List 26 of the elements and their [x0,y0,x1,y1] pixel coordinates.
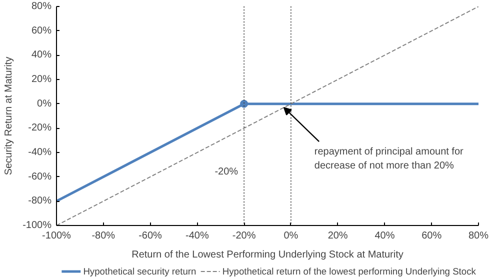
x-tick-label: -80% [92,230,116,242]
x-tick-label: 20% [328,230,348,242]
y-tick-label: 20% [31,74,52,85]
x-tick-label: -60% [138,230,162,242]
y-tick-label: -40% [28,147,52,158]
y-tick-label: -80% [28,196,52,207]
x-tick-label: 0% [284,230,298,242]
x-tick-label: 60% [422,230,442,242]
x-tick-label: -40% [185,230,209,242]
legend-label: Hypothetical security return [83,266,196,276]
legend-label: Hypothetical return of the lowest performing Underlying Stock [222,266,476,276]
x-tick-label: -20% [232,230,256,242]
annotation: repayment of principal amount for decrease of not more than 20% [314,146,464,172]
y-axis-title: Security Return at Maturity [4,56,15,176]
x-tick-label: 80% [468,230,489,242]
y-tick-label: 40% [31,50,52,61]
y-tick-label: -20% [28,122,52,134]
y-tick-label: 0% [37,98,52,110]
x-tick-label: -100% [42,230,72,242]
y-tick-label: 80% [31,1,52,12]
y-tick-label: -60% [28,171,52,182]
x-tick-label: 40% [374,230,395,242]
x-axis-title: Return of the Lowest Performing Underlying Stock at Maturity [132,250,404,260]
ref-line-label: -20% [214,166,238,178]
y-tick-label: 60% [31,25,52,36]
y-tick-label: -100% [22,220,52,231]
